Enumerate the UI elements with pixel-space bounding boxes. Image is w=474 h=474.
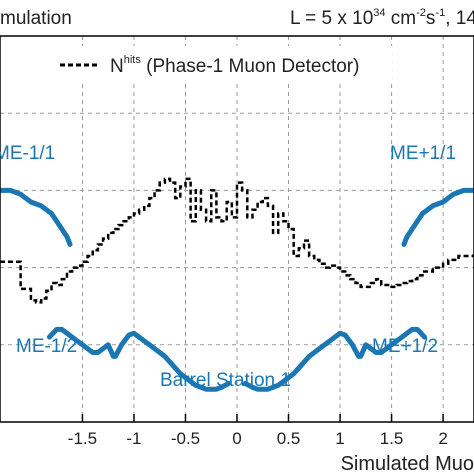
series-line-2 [401,187,474,247]
series-line-3 [46,326,116,359]
x-tick-label-1: -1 [126,429,141,448]
x-tick-label-6: 1.5 [380,429,404,448]
series-line-4 [112,330,232,392]
legend: Nhits (Phase-1 Muon Detector) [52,46,392,84]
series-line-1 [0,187,73,247]
x-tick-label-4: 0.5 [277,429,301,448]
x-axis-label: Simulated Muo [341,453,474,474]
annotation-barrel-station-1: Barrel Station 1 [160,370,291,391]
x-ticks: -1.5 -1 -0.5 0 0.5 1 1.5 2 [68,414,448,448]
annotation-me-minus-1-1: ME-1/1 [0,143,55,164]
x-tick-label-3: 0 [232,429,241,448]
series-line-6 [358,326,428,359]
x-tick-label-2: -0.5 [171,429,200,448]
annotation-me-plus-1-2: ME+1/2 [372,336,438,357]
series-line-0 [0,177,474,304]
legend-label: Nhits (Phase-1 Muon Detector) [110,54,359,77]
plot-area: -1.5 -1 -0.5 0 0.5 1 1.5 2 [0,35,474,448]
header-left: mulation [0,8,72,29]
series-line-5 [242,330,362,392]
header-right: L = 5 x 1034 cm-2s-1, 14 [290,7,474,29]
x-tick-label-0: -1.5 [68,429,97,448]
legend-box [52,46,392,84]
series-layer [0,177,474,392]
annotation-me-minus-1-2: ME-1/2 [16,336,77,357]
x-tick-label-7: 2 [438,429,447,448]
x-tick-label-5: 1 [335,429,344,448]
annotation-me-plus-1-1: ME+1/1 [390,143,456,164]
